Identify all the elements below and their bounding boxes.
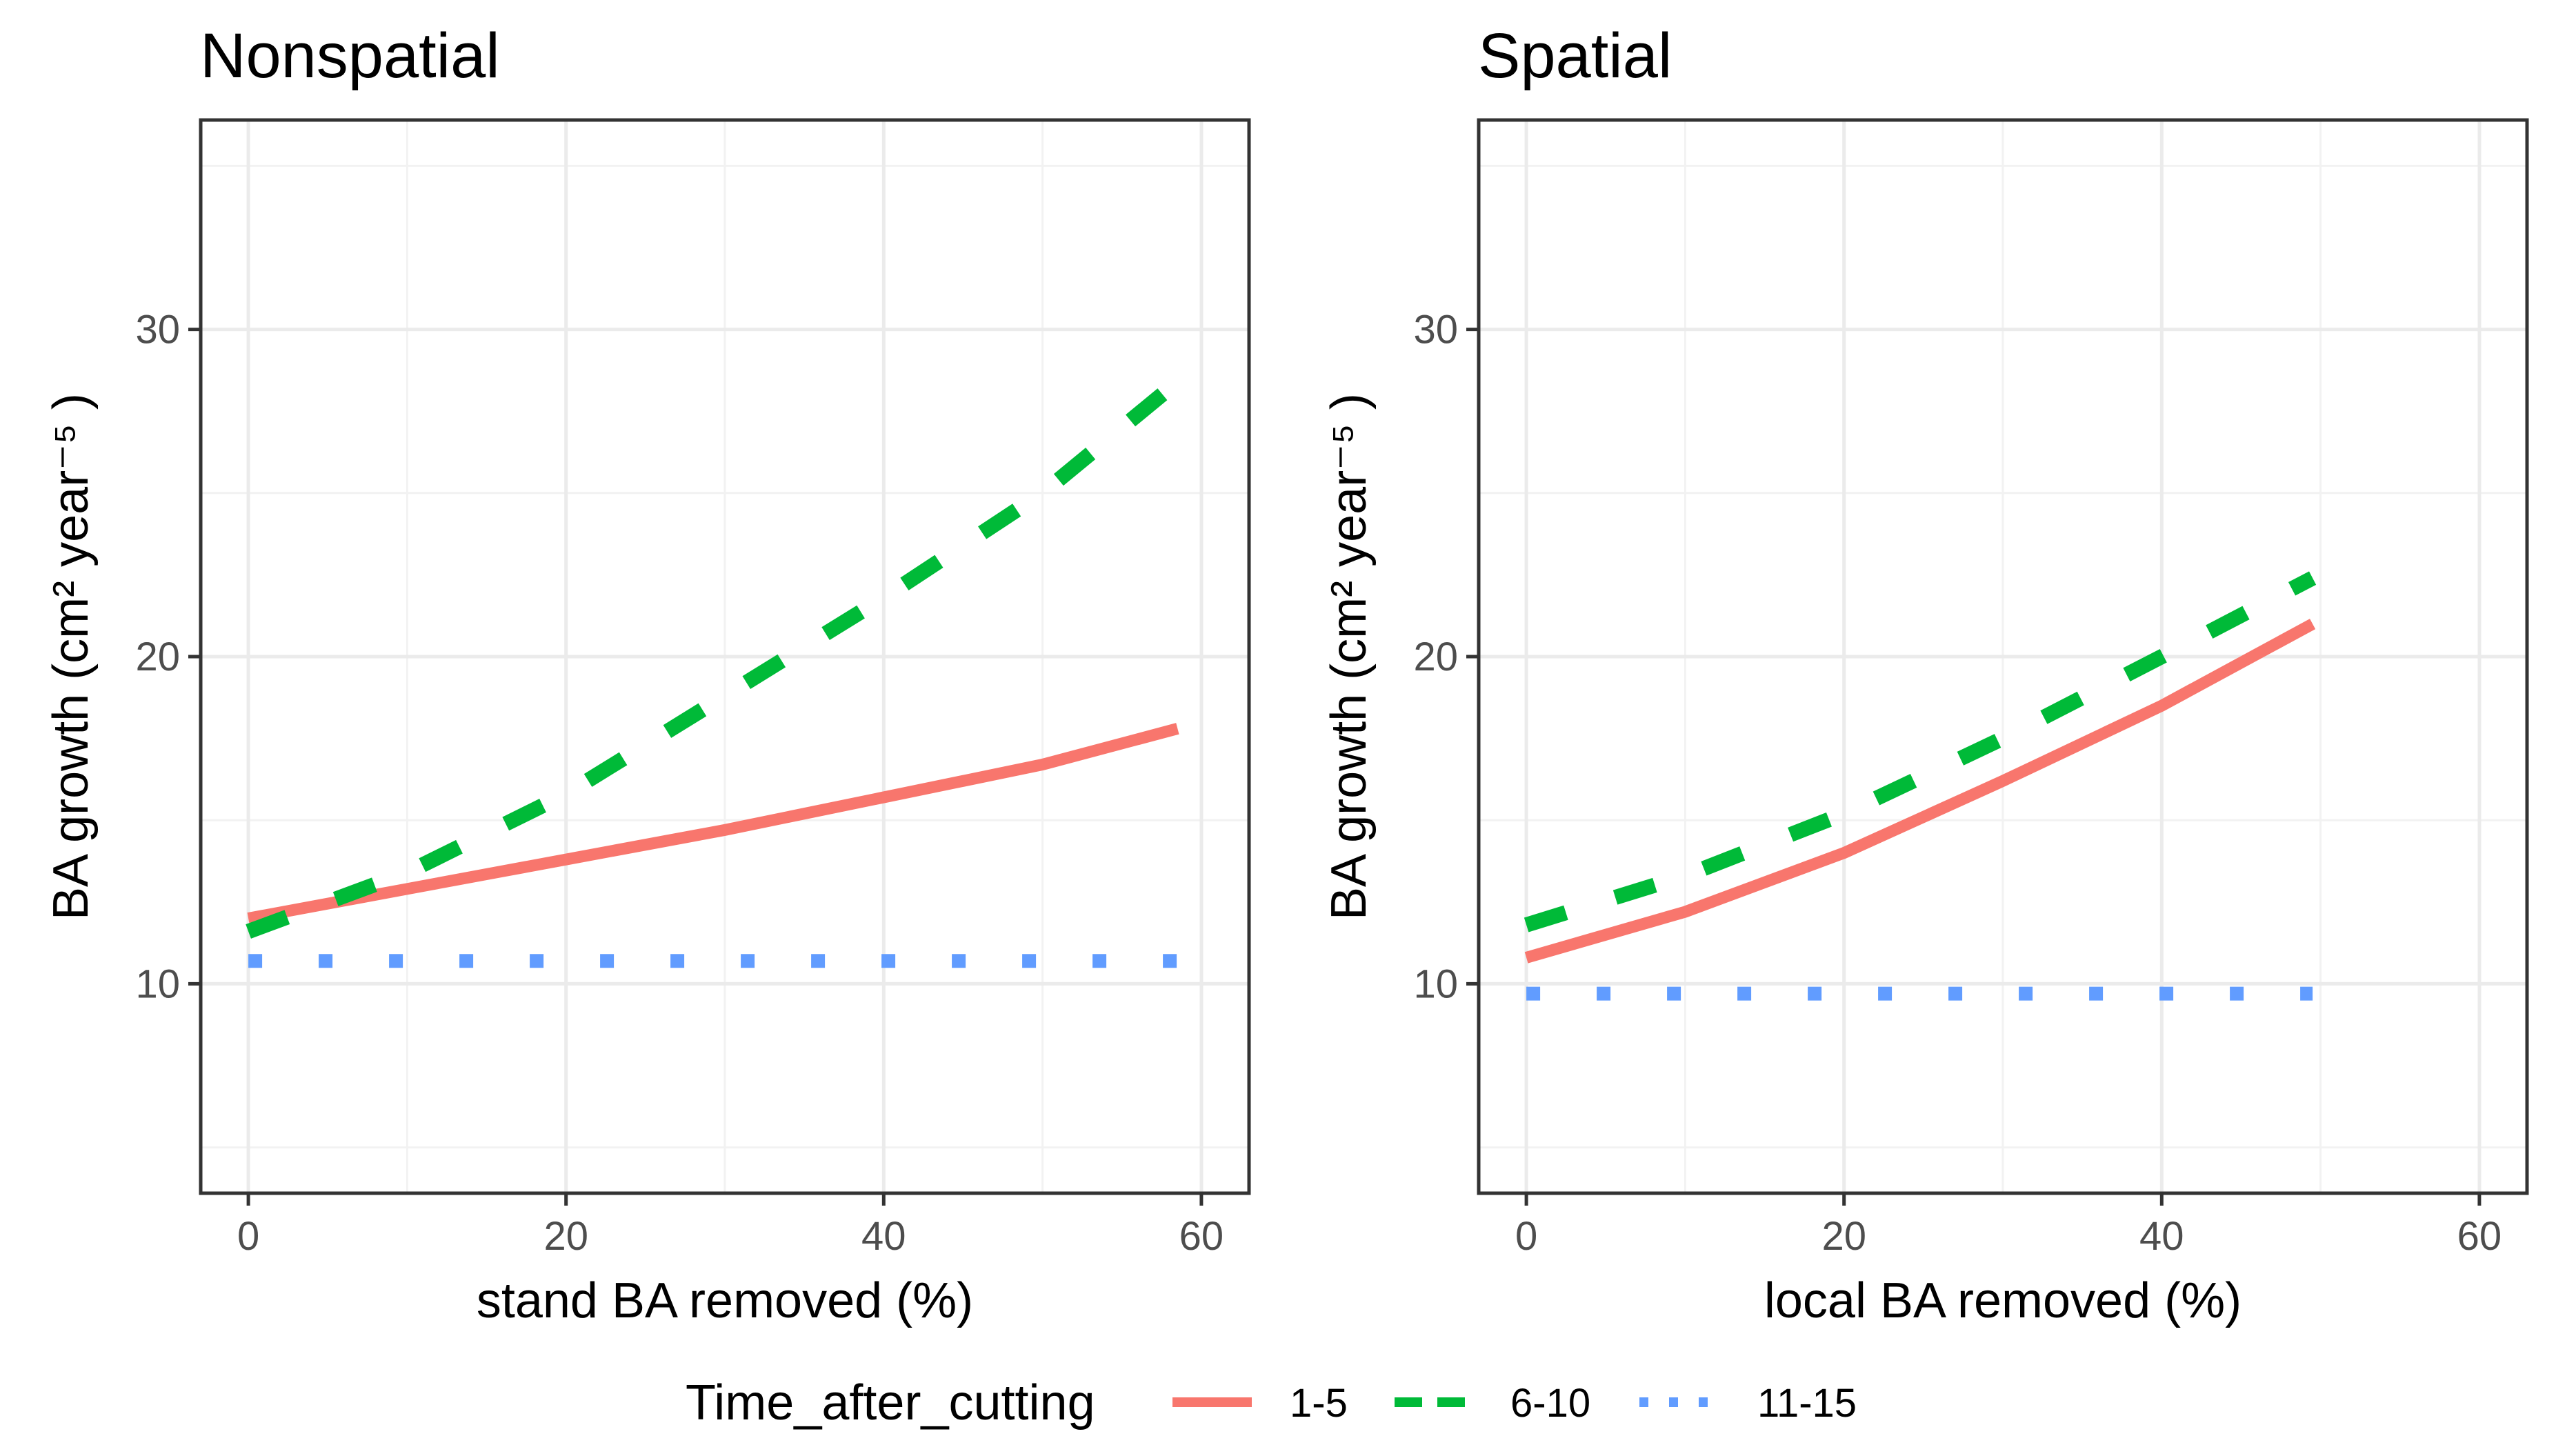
axis-ticks: 0 20 40 60 10 20 30 [135, 308, 1224, 1259]
y-tick-label: 20 [135, 635, 180, 679]
y-tick-label: 10 [1413, 961, 1458, 1006]
legend-label: 1-5 [1290, 1381, 1348, 1426]
x-tick-label: 20 [1821, 1214, 1866, 1259]
series-line-1-5 [1524, 619, 2316, 964]
grid [201, 120, 1249, 1193]
series-group [1524, 571, 2317, 1001]
x-tick-label: 20 [543, 1214, 588, 1259]
panel-title: Nonspatial [200, 21, 500, 91]
x-tick-label: 60 [2457, 1214, 2502, 1259]
series-line-6-10 [1524, 571, 2317, 933]
x-tick-label: 60 [1179, 1214, 1224, 1259]
y-axis-title: BA growth (cm² year⁻⁵ ) [1321, 393, 1377, 920]
x-tick-label: 0 [1515, 1214, 1537, 1259]
x-tick-label: 0 [237, 1214, 259, 1259]
y-tick-label: 30 [1413, 308, 1458, 352]
y-axis-title: BA growth (cm² year⁻⁵ ) [43, 393, 99, 920]
panel-title: Spatial [1478, 21, 1672, 91]
legend: Time_after_cutting 1-5 6-10 11-15 [686, 1375, 1857, 1430]
legend-label: 6-10 [1510, 1381, 1590, 1426]
legend-label: 11-15 [1757, 1381, 1857, 1426]
series-group [246, 376, 1183, 968]
axis-ticks: 0 20 40 60 10 20 30 [1413, 308, 2502, 1259]
legend-title: Time_after_cutting [686, 1375, 1095, 1430]
y-tick-label: 30 [135, 308, 180, 352]
grid [1479, 120, 2527, 1193]
x-tick-label: 40 [861, 1214, 906, 1259]
x-axis-title: local BA removed (%) [1764, 1273, 2242, 1328]
panel-nonspatial: Nonspatial 0 20 40 60 10 20 30 stand BA remove… [43, 21, 1251, 1328]
x-axis-title: stand BA removed (%) [477, 1273, 973, 1328]
y-tick-label: 10 [135, 961, 180, 1006]
x-tick-label: 40 [2139, 1214, 2184, 1259]
panel-spatial: Spatial 0 20 40 60 10 20 30 local BA removed (… [1321, 21, 2529, 1328]
y-tick-label: 20 [1413, 635, 1458, 679]
series-line-1-5 [247, 723, 1179, 924]
